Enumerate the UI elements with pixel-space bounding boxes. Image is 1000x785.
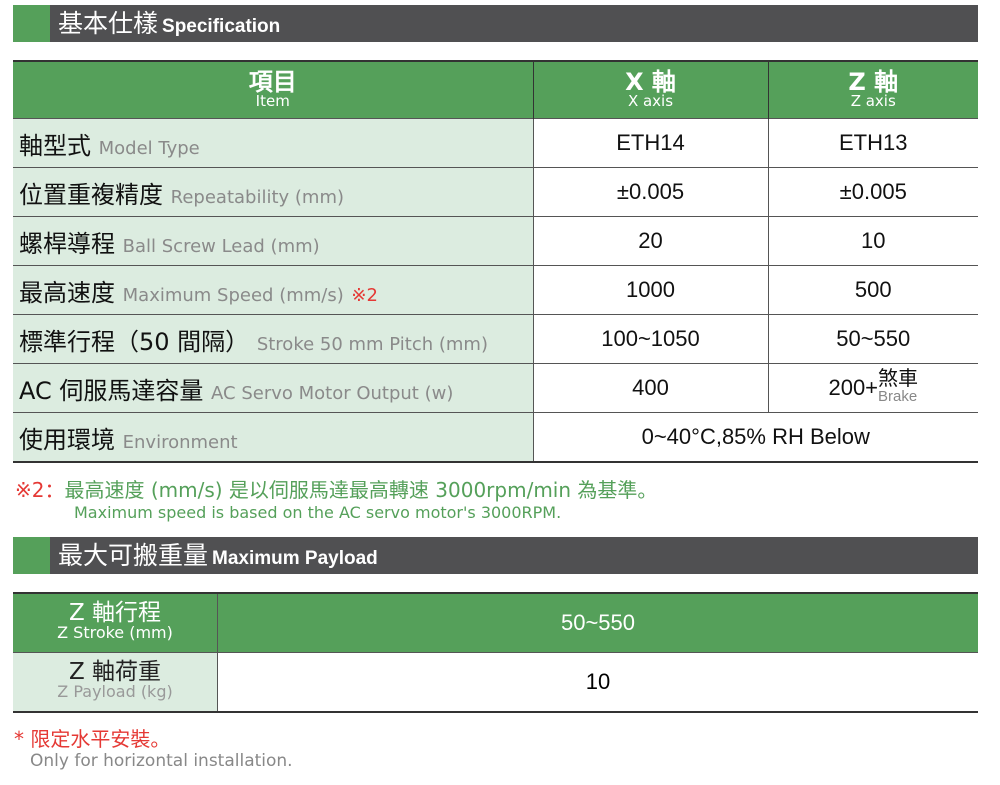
row-label: 標準行程（50 間隔） Stroke 50 mm Pitch (mm): [13, 314, 534, 364]
x-value: 100~1050: [533, 314, 768, 364]
table-row: 軸型式 Model Type ETH14 ETH13: [13, 118, 978, 168]
green-marker: [13, 537, 50, 574]
table-row: 螺桿導程 Ball Screw Lead (mm) 20 10: [13, 216, 978, 266]
table-row: 使用環境 Environment 0~40°C,85% RH Below: [13, 412, 978, 462]
z-value: 500: [767, 265, 978, 315]
title-zh: 基本仕樣: [58, 9, 159, 38]
table-row: 位置重複精度 Repeatability (mm) ±0.005 ±0.005: [13, 167, 978, 217]
speed-note-en: Maximum speed is based on the AC servo m…: [74, 503, 562, 522]
spec-section-header: 基本仕樣 Specification: [13, 5, 978, 42]
title-en: Specification: [162, 16, 281, 37]
row-label: 最高速度 Maximum Speed (mm/s) ※2: [13, 265, 534, 315]
header-item: 項目 Item: [13, 61, 533, 119]
install-note-zh: * 限定水平安裝。: [14, 727, 171, 751]
brake-label: 煞車 Brake: [878, 368, 919, 405]
x-value: 400: [533, 363, 768, 413]
table-row: 最高速度 Maximum Speed (mm/s) ※2 1000 500: [13, 265, 978, 315]
x-value: ETH14: [533, 118, 768, 168]
x-value: 1000: [533, 265, 768, 315]
row-label: 位置重複精度 Repeatability (mm): [13, 167, 534, 217]
install-note-en: Only for horizontal installation.: [30, 751, 293, 771]
green-marker: [13, 5, 50, 42]
row-label: 螺桿導程 Ball Screw Lead (mm): [13, 216, 534, 266]
z-value: ETH13: [767, 118, 978, 168]
xz-value: 0~40°C,85% RH Below: [533, 412, 978, 462]
z-value: 10: [767, 216, 978, 266]
x-value: ±0.005: [533, 167, 768, 217]
value: 50~550: [217, 593, 978, 653]
value: 10: [217, 652, 978, 712]
table-row: Z 軸荷重 Z Payload (kg) 10: [13, 652, 978, 712]
section-title: 基本仕樣 Specification: [58, 8, 280, 42]
row-label: 軸型式 Model Type: [13, 118, 534, 168]
payload-section-header: 最大可搬重量 Maximum Payload: [13, 537, 978, 574]
footnote-mark: ※2: [351, 284, 378, 306]
table-row: Z 軸行程 Z Stroke (mm) 50~550: [13, 593, 978, 653]
table-row: AC 伺服馬達容量 AC Servo Motor Output (w) 400 20…: [13, 363, 978, 413]
z-value: 200+ 煞車 Brake: [767, 363, 978, 413]
payload-table: Z 軸行程 Z Stroke (mm) 50~550 Z 軸荷重 Z Payload …: [13, 592, 978, 713]
row-label: Z 軸荷重 Z Payload (kg): [13, 652, 218, 712]
row-label: 使用環境 Environment: [13, 412, 534, 462]
row-label: AC 伺服馬達容量 AC Servo Motor Output (w): [13, 363, 534, 413]
speed-note-zh: ※2：最高速度 (mm/s) 是以伺服馬達最高轉速 3000rpm/min 為基…: [15, 478, 658, 502]
x-value: 20: [533, 216, 768, 266]
z-value: ±0.005: [767, 167, 978, 217]
z-value: 50~550: [767, 314, 978, 364]
section-title: 最大可搬重量 Maximum Payload: [58, 541, 378, 570]
row-label: Z 軸行程 Z Stroke (mm): [13, 593, 218, 653]
table-row: 標準行程（50 間隔） Stroke 50 mm Pitch (mm) 100~1…: [13, 314, 978, 364]
